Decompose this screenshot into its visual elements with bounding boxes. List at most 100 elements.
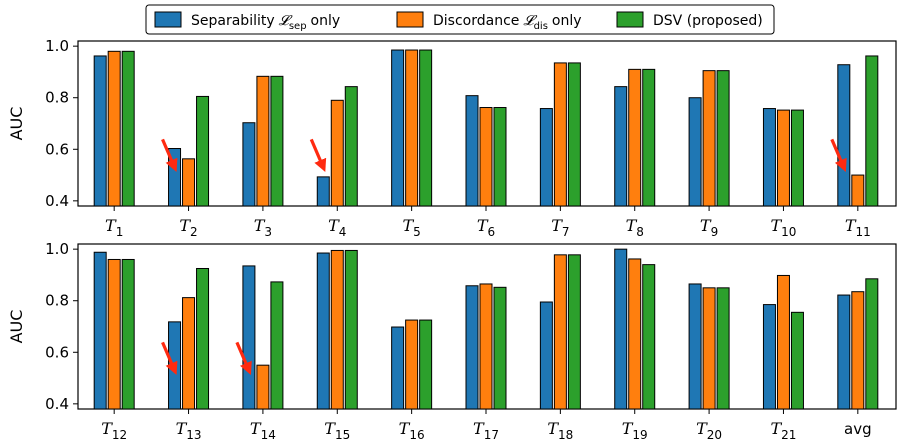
bar-dsv-proposed--t10 (790, 109, 804, 207)
bar-separability-only-t1 (93, 55, 107, 207)
bar-dsv-proposed--t21 (790, 311, 804, 410)
bar-discordance-only-t15 (330, 249, 344, 410)
y-axis-label: AUC (7, 107, 26, 141)
y-tick-label: 0.8 (45, 89, 69, 107)
y-tick-label: 1.0 (45, 240, 69, 258)
bar-dsv-proposed--t6 (493, 107, 507, 207)
highlight-arrow (235, 341, 252, 376)
bar-discordance-only-t10 (776, 109, 790, 207)
bar-dsv-proposed--t8 (642, 68, 656, 207)
bar-separability-only-t19 (614, 248, 628, 410)
bar-discordance-only-t18 (553, 254, 567, 410)
bar-discordance-only-t11 (851, 174, 865, 207)
x-tick-label: T18 (547, 419, 573, 441)
legend-swatch-2 (616, 11, 644, 28)
legend-label-2: DSV (proposed) (653, 13, 763, 29)
x-tick-label: T19 (622, 419, 648, 441)
bar-discordance-only-t2 (182, 158, 196, 207)
bar-discordance-only-t17 (479, 283, 493, 410)
bar-separability-only-t3 (242, 122, 256, 207)
x-tick-label: T7 (551, 216, 569, 239)
highlight-arrow (161, 341, 178, 376)
bar-dsv-proposed--t11 (865, 55, 879, 207)
x-tick-label: T5 (402, 216, 420, 239)
bar-discordance-only-t4 (330, 99, 344, 207)
bar-discordance-only-t14 (256, 364, 270, 410)
x-tick-label: T11 (845, 216, 871, 239)
legend-label-1: Discordance 𝓛dis only (433, 13, 582, 32)
y-tick-label: 0.4 (45, 395, 69, 413)
highlight-arrow (309, 138, 327, 173)
bar-separability-only-t21 (762, 304, 776, 410)
bar-separability-only-t12 (93, 251, 107, 410)
bar-discordance-only-t7 (553, 62, 567, 207)
bar-dsv-proposed--t2 (196, 95, 210, 207)
bar-discordance-only-t5 (405, 49, 419, 207)
bar-discordance-only-t20 (702, 287, 716, 410)
bar-discordance-only-t8 (628, 68, 642, 207)
chart-panel-bottom: 0.4 0.6 0.8 1.0 AUC T12 T13 T14 T15 T16 T17 T18 T19 T… (7, 240, 897, 441)
bar-discordance-only-t13 (182, 297, 196, 410)
bar-dsv-proposed--t15 (344, 249, 358, 410)
y-tick-label: 0.8 (45, 292, 69, 310)
bar-dsv-proposed--t19 (642, 264, 656, 410)
bar-discordance-only-t9 (702, 70, 716, 207)
bar-separability-only-t9 (688, 97, 702, 207)
bar-separability-only-avg (837, 294, 851, 410)
bar-separability-only-t5 (391, 49, 405, 207)
bar-dsv-proposed--t16 (419, 319, 433, 410)
x-tick-label: T9 (700, 216, 718, 239)
y-axis-label: AUC (7, 310, 26, 344)
bar-dsv-proposed--t4 (344, 86, 358, 207)
x-tick-label: T4 (328, 216, 346, 239)
bar-dsv-proposed--t12 (121, 258, 135, 410)
bar-dsv-proposed--t18 (567, 254, 581, 410)
bar-dsv-proposed--t3 (270, 75, 284, 207)
x-tick-label: T2 (179, 216, 197, 239)
bar-separability-only-t8 (614, 86, 628, 207)
x-tick-label: T14 (250, 419, 276, 441)
bar-separability-only-t4 (316, 176, 330, 207)
x-tick-label: T13 (176, 419, 202, 441)
x-tick-label: T21 (770, 419, 796, 441)
bar-discordance-only-t1 (107, 50, 121, 207)
bar-discordance-only-t6 (479, 107, 493, 207)
bar-separability-only-t7 (539, 108, 553, 207)
bar-discordance-only-t3 (256, 75, 270, 207)
bar-separability-only-t13 (168, 321, 182, 410)
x-tick-label: T12 (101, 419, 127, 441)
legend: Separability 𝓛sep only Discordance 𝓛dis only D… (145, 4, 775, 35)
x-tick-label: T3 (254, 216, 272, 239)
legend-swatch-0 (154, 11, 182, 28)
bar-dsv-proposed--t7 (567, 62, 581, 207)
bar-dsv-proposed--t9 (716, 70, 730, 207)
bar-dsv-proposed--t17 (493, 286, 507, 410)
bar-separability-only-t15 (316, 252, 330, 410)
bar-separability-only-t6 (465, 95, 479, 207)
bar-separability-only-t14 (242, 265, 256, 410)
bar-separability-only-t11 (837, 64, 851, 207)
bar-separability-only-t20 (688, 283, 702, 410)
highlight-arrow (161, 138, 178, 173)
bar-dsv-proposed--avg (865, 278, 879, 410)
bar-separability-only-t17 (465, 285, 479, 410)
legend-swatch-1 (396, 11, 424, 28)
x-tick-label: T20 (696, 419, 722, 441)
x-tick-label: T6 (477, 216, 495, 239)
bar-discordance-only-t12 (107, 258, 121, 410)
x-tick-label: T16 (399, 419, 425, 441)
bar-separability-only-t18 (539, 301, 553, 410)
y-tick-label: 0.6 (45, 140, 69, 158)
x-tick-label: T8 (626, 216, 644, 239)
bar-discordance-only-t16 (405, 319, 419, 410)
highlight-arrow (830, 138, 847, 173)
x-tick-label: T10 (770, 216, 796, 239)
y-tick-label: 0.6 (45, 343, 69, 361)
bar-dsv-proposed--t5 (419, 49, 433, 207)
x-tick-label: T17 (473, 419, 499, 441)
x-tick-label: T15 (324, 419, 350, 441)
bar-dsv-proposed--t14 (270, 281, 284, 410)
bar-discordance-only-t19 (628, 258, 642, 410)
y-tick-label: 1.0 (45, 37, 69, 55)
